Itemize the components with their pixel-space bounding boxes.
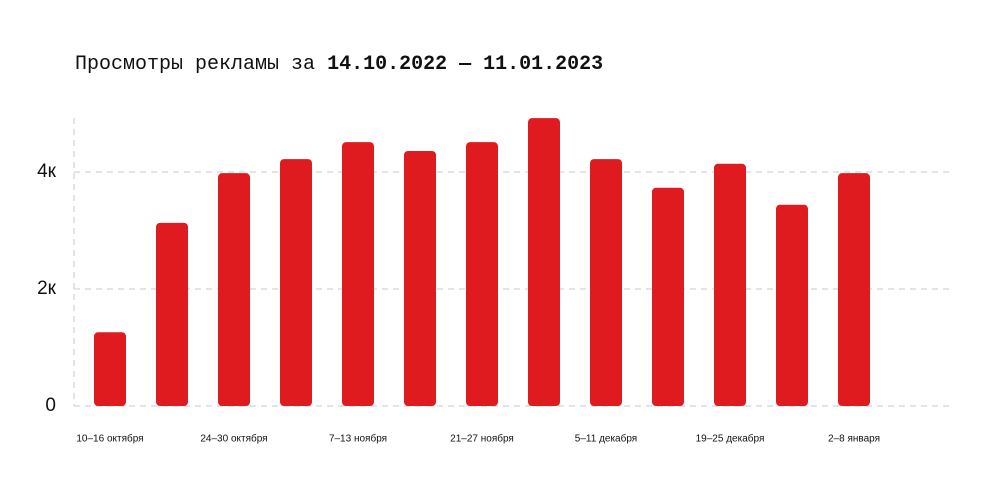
- x-tick-label: 2–8 января: [828, 434, 880, 445]
- x-tick-label: 24–30 октября: [200, 433, 267, 445]
- bar: [776, 204, 808, 406]
- bar: [280, 159, 312, 406]
- x-tick-label: 7–13 ноября: [329, 433, 387, 445]
- title-text: Просмотры рекламы за: [75, 53, 315, 76]
- bar: [156, 222, 188, 406]
- bar: [404, 150, 436, 406]
- x-tick-label: 19–25 декабря: [696, 433, 765, 445]
- bar: [94, 332, 126, 406]
- bar: [528, 118, 560, 407]
- bar: [838, 173, 870, 406]
- x-tick-label: 21–27 ноября: [450, 433, 514, 445]
- y-tick-label: 0: [45, 395, 56, 416]
- bar: [466, 142, 498, 407]
- x-tick-label: 10–16 октября: [76, 433, 143, 445]
- bar: [342, 142, 374, 407]
- bar: [218, 173, 250, 406]
- y-tick-label: 2к: [37, 278, 57, 299]
- bar: [652, 187, 684, 406]
- y-tick-label: 4к: [37, 161, 57, 182]
- bar: [590, 159, 622, 406]
- bar: [714, 163, 746, 406]
- title-period: 14.10.2022 — 11.01.2023: [327, 53, 603, 76]
- chart-title: Просмотры рекламы за 14.10.2022 — 11.01.…: [75, 53, 603, 76]
- x-tick-label: 5–11 декабря: [575, 433, 637, 445]
